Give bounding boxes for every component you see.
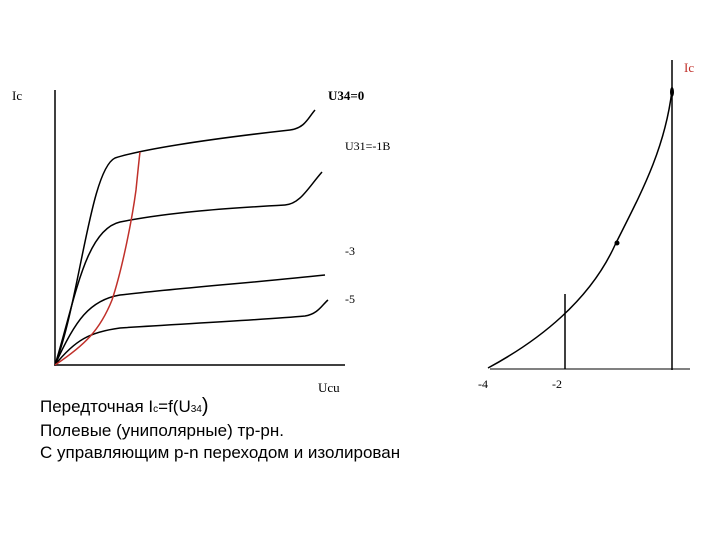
curve [54, 109, 316, 366]
axis-label: Ucu [318, 380, 340, 395]
curve [54, 274, 326, 366]
curve-label: U31=-1B [345, 139, 390, 153]
point [670, 87, 674, 97]
x-label: -4 [478, 377, 488, 391]
curve-label: U34=0 [328, 88, 364, 103]
curve [54, 171, 323, 366]
axis-label: Ic [684, 60, 694, 75]
subscript: 34 [191, 404, 203, 415]
caption-line: Полевые (униполярные) тр-рн. [40, 421, 284, 440]
transfer-curve [54, 151, 141, 366]
caption-formula: Передточная Ic=f(U34) [40, 395, 209, 417]
point [614, 240, 620, 246]
curve-label: -3 [345, 244, 355, 258]
curve [54, 299, 329, 366]
curve-label: -5 [345, 292, 355, 306]
transfer-curve [487, 89, 673, 369]
text: ) [202, 395, 209, 417]
caption-line: С управляющим p-n переходом и изолирован [40, 443, 400, 462]
subscript: c [153, 404, 158, 415]
text: =f(U [158, 397, 191, 416]
axis-label: Ic [12, 88, 22, 103]
x-label: -2 [552, 377, 562, 391]
text: Передточная I [40, 397, 153, 416]
